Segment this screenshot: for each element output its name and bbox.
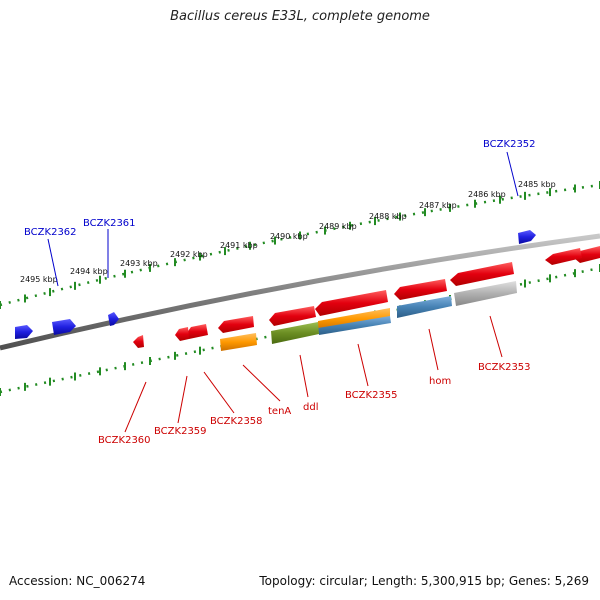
gene-label-bczk2359[interactable]: BCZK2359 bbox=[154, 426, 207, 437]
gene-arrow-tenA[interactable] bbox=[218, 316, 254, 333]
gene-label-tenA[interactable]: tenA bbox=[268, 406, 291, 417]
scale-label: 2493 kbp bbox=[120, 259, 158, 268]
gene-label-bczk2362[interactable]: BCZK2362 bbox=[24, 227, 77, 238]
gene-arrow-bczk2355-feature[interactable] bbox=[318, 308, 390, 330]
scale-label: 2485 kbp bbox=[518, 180, 556, 189]
scale-label: 2488 kbp bbox=[369, 212, 407, 221]
gene-arrow-bczk2353[interactable] bbox=[450, 262, 514, 286]
scale-label: 2486 kbp bbox=[468, 190, 506, 199]
leader-line bbox=[203, 371, 235, 414]
reverse-gene-labels: BCZK2353 hom BCZK2355 ddl tenA BCZK2358 … bbox=[98, 315, 531, 446]
map-title: Bacillus cereus E33L, complete genome bbox=[170, 9, 430, 24]
forward-gene-labels: BCZK2352 BCZK2361 BCZK2362 bbox=[24, 139, 536, 287]
scale-label: 2495 kbp bbox=[20, 275, 58, 284]
leader-line bbox=[242, 364, 281, 402]
gene-label-bczk2353[interactable]: BCZK2353 bbox=[478, 362, 531, 373]
leader-line bbox=[357, 343, 369, 387]
leader-line bbox=[489, 315, 503, 358]
scale-label: 2490 kbp bbox=[270, 232, 308, 241]
accession-text: Accession: NC_006274 bbox=[9, 574, 146, 588]
genome-backbone bbox=[0, 233, 600, 351]
gene-label-bczk2355[interactable]: BCZK2355 bbox=[345, 390, 398, 401]
gene-label-bczk2360[interactable]: BCZK2360 bbox=[98, 435, 151, 446]
leader-line bbox=[428, 328, 439, 371]
leader-line bbox=[124, 381, 147, 433]
gene-arrow-reverse[interactable] bbox=[545, 248, 582, 265]
leader-line bbox=[177, 375, 188, 424]
reverse-genes bbox=[133, 246, 600, 351]
gene-arrow-bczk2360[interactable] bbox=[133, 335, 144, 348]
leader-line bbox=[47, 238, 59, 287]
gene-arrow-ddl[interactable] bbox=[269, 306, 316, 326]
gene-arrow-hom-feature[interactable] bbox=[397, 296, 452, 318]
gene-arrow-bczk2361[interactable] bbox=[108, 312, 119, 326]
gene-arrow-forward[interactable] bbox=[15, 325, 33, 339]
scale-label: 2487 kbp bbox=[419, 201, 457, 210]
gene-arrow-bczk2355-feature-2[interactable] bbox=[318, 316, 391, 335]
gene-arrow-bczk2355[interactable] bbox=[315, 290, 388, 316]
gene-label-bczk2352[interactable]: BCZK2352 bbox=[483, 139, 536, 150]
gene-arrow-hom[interactable] bbox=[394, 279, 447, 300]
leader-line bbox=[299, 354, 309, 398]
gene-arrow-tenA-feature[interactable] bbox=[220, 333, 257, 351]
gene-arrow-bczk2358[interactable] bbox=[186, 324, 208, 339]
gene-arrow-bczk2352[interactable] bbox=[518, 230, 536, 244]
gene-label-bczk2361[interactable]: BCZK2361 bbox=[83, 218, 136, 229]
gene-arrow-forward[interactable] bbox=[52, 319, 76, 335]
scale-label: 2494 kbp bbox=[70, 267, 108, 276]
gene-label-ddl[interactable]: ddl bbox=[303, 402, 318, 413]
scale-label: 2492 kbp bbox=[170, 250, 208, 259]
gene-arrow-ddl-feature[interactable] bbox=[271, 322, 319, 344]
upper-major-ticks bbox=[0, 181, 600, 309]
gene-arrow-bczk2353-feature[interactable] bbox=[454, 281, 517, 306]
leader-line bbox=[506, 151, 519, 197]
scale-label: 2491 kbp bbox=[220, 241, 258, 250]
gene-arrow-reverse[interactable] bbox=[574, 246, 600, 263]
scale-labels: 2485 kbp 2486 kbp 2487 kbp 2488 kbp 2489… bbox=[20, 180, 556, 284]
scale-label: 2489 kbp bbox=[319, 222, 357, 231]
gene-label-hom[interactable]: hom bbox=[429, 376, 451, 387]
topology-text: Topology: circular; Length: 5,300,915 bp… bbox=[259, 574, 589, 588]
gene-arrow-bczk2359[interactable] bbox=[175, 327, 189, 341]
forward-genes bbox=[15, 230, 536, 339]
gene-label-bczk2358[interactable]: BCZK2358 bbox=[210, 416, 263, 427]
